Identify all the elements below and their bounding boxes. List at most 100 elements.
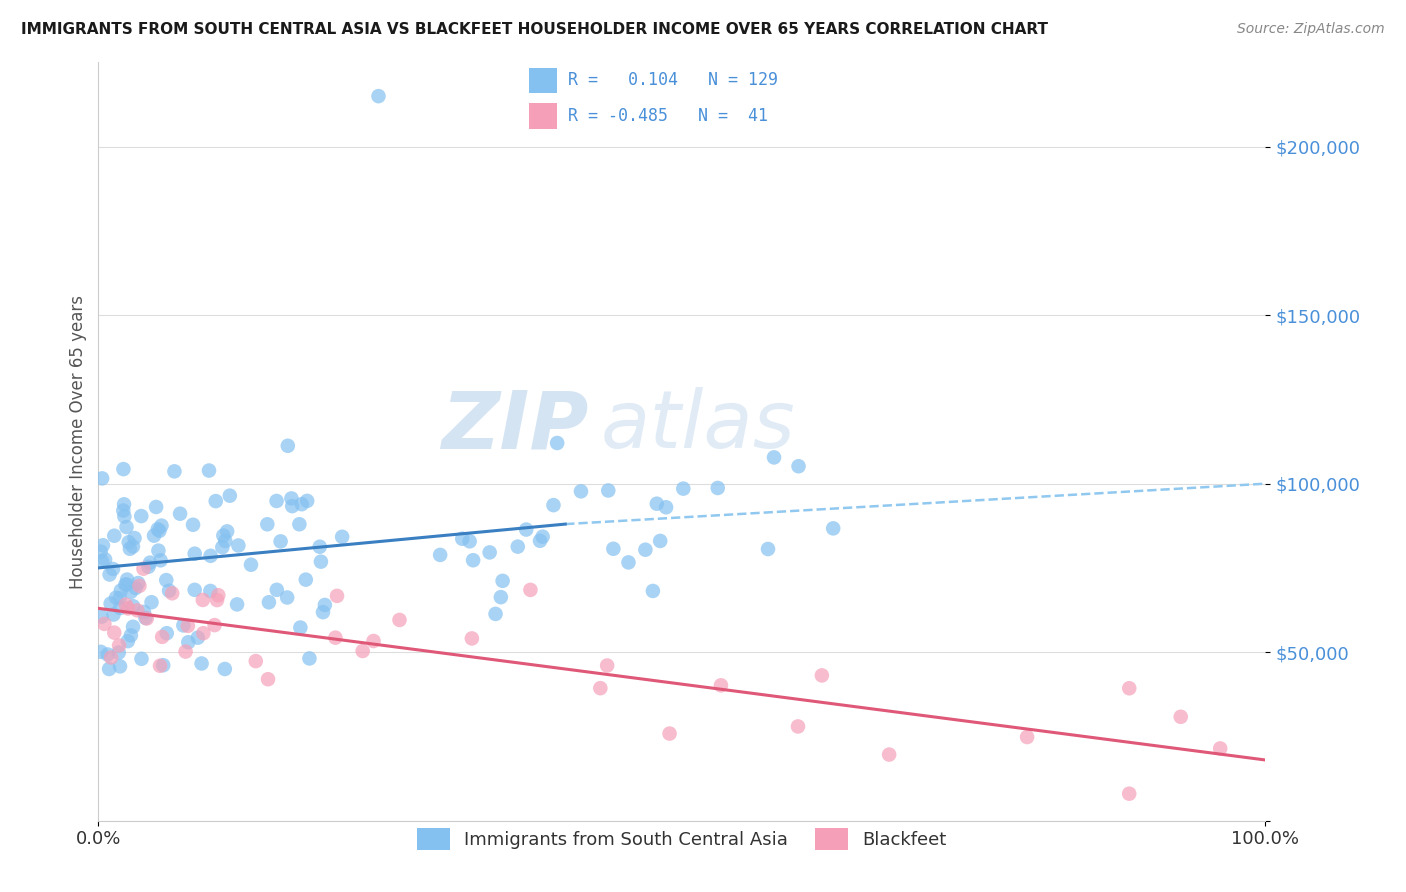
Point xyxy=(214,533,236,548)
Point xyxy=(204,494,226,508)
Point xyxy=(461,553,484,567)
Point xyxy=(1118,681,1140,696)
Point xyxy=(98,567,121,582)
Point xyxy=(363,634,385,648)
Point xyxy=(112,462,135,476)
Point xyxy=(108,601,131,615)
Point xyxy=(257,672,280,686)
Point xyxy=(193,626,215,640)
Point xyxy=(132,562,155,576)
Point xyxy=(94,552,117,566)
Point xyxy=(658,726,681,740)
Point xyxy=(115,577,138,591)
Point xyxy=(330,530,353,544)
Point xyxy=(529,533,551,548)
Point xyxy=(281,499,304,513)
Point xyxy=(270,534,292,549)
Point xyxy=(156,626,179,640)
Point xyxy=(90,544,112,558)
Point xyxy=(484,607,506,621)
Point xyxy=(90,554,112,568)
Point xyxy=(489,590,512,604)
Bar xyxy=(529,103,557,128)
Point xyxy=(118,535,141,549)
Point xyxy=(280,491,302,506)
Point xyxy=(103,625,125,640)
Y-axis label: Householder Income Over 65 years: Householder Income Over 65 years xyxy=(69,294,87,589)
Point xyxy=(160,586,183,600)
Text: atlas: atlas xyxy=(600,387,794,466)
Point xyxy=(134,611,156,625)
Point xyxy=(218,489,240,503)
Point xyxy=(710,678,733,692)
Point xyxy=(103,607,125,622)
Point xyxy=(120,628,142,642)
Point xyxy=(148,524,170,538)
Point xyxy=(589,681,612,695)
Point xyxy=(429,548,451,562)
Point xyxy=(451,532,474,546)
Point xyxy=(169,507,191,521)
Point xyxy=(546,436,568,450)
Point xyxy=(205,593,228,607)
Point xyxy=(141,595,163,609)
Legend: Immigrants from South Central Asia, Blackfeet: Immigrants from South Central Asia, Blac… xyxy=(411,821,953,857)
Point xyxy=(277,439,299,453)
Point xyxy=(266,494,288,508)
Point xyxy=(91,538,114,552)
Point xyxy=(150,518,173,533)
Point xyxy=(787,719,810,733)
Point xyxy=(191,593,214,607)
Point xyxy=(127,603,149,617)
Point xyxy=(290,621,312,635)
Point xyxy=(93,616,115,631)
Point xyxy=(90,645,112,659)
Point xyxy=(145,500,167,514)
Text: R =   0.104   N = 129: R = 0.104 N = 129 xyxy=(568,71,778,89)
Point xyxy=(177,619,200,633)
Point xyxy=(491,574,513,588)
Point xyxy=(367,89,389,103)
Point xyxy=(110,583,132,598)
Point xyxy=(245,654,267,668)
Point xyxy=(172,618,194,632)
Point xyxy=(108,659,131,673)
Point xyxy=(602,541,624,556)
Point xyxy=(298,651,321,665)
Text: IMMIGRANTS FROM SOUTH CENTRAL ASIA VS BLACKFEET HOUSEHOLDER INCOME OVER 65 YEARS: IMMIGRANTS FROM SOUTH CENTRAL ASIA VS BL… xyxy=(21,22,1047,37)
Point xyxy=(314,598,336,612)
Point xyxy=(132,605,155,619)
Point xyxy=(531,530,554,544)
Point xyxy=(149,658,172,673)
Point xyxy=(112,497,135,511)
Point xyxy=(98,662,121,676)
Point xyxy=(124,531,146,545)
Point xyxy=(131,652,153,666)
Point xyxy=(200,584,222,599)
Point xyxy=(478,545,501,559)
Point xyxy=(101,562,124,576)
Point xyxy=(157,583,180,598)
Point xyxy=(115,520,138,534)
Point xyxy=(135,611,157,625)
Point xyxy=(163,464,186,478)
Point xyxy=(97,648,120,662)
Point xyxy=(117,601,139,615)
Point xyxy=(598,483,620,498)
Point xyxy=(706,481,728,495)
Point xyxy=(641,584,664,599)
Point xyxy=(107,646,129,660)
Point xyxy=(127,576,149,591)
Point xyxy=(152,658,174,673)
Point xyxy=(114,578,136,592)
Point xyxy=(143,529,166,543)
Point xyxy=(118,541,141,556)
Point xyxy=(634,542,657,557)
Point xyxy=(207,588,229,602)
Point xyxy=(823,521,845,535)
Point xyxy=(596,658,619,673)
Point xyxy=(91,471,114,485)
Point xyxy=(763,450,786,465)
Point xyxy=(655,500,678,515)
Point xyxy=(183,547,205,561)
